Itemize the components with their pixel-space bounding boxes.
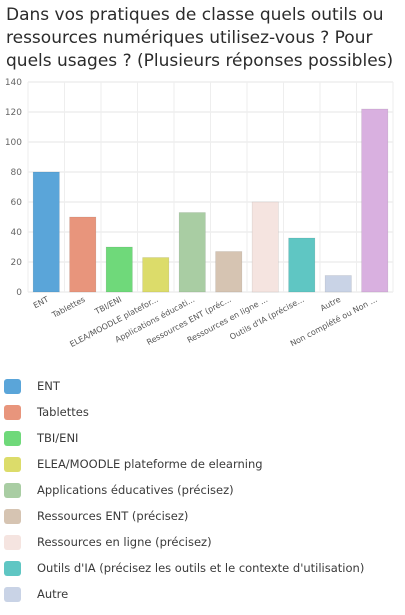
y-tick-label: 140 xyxy=(5,78,22,88)
bar xyxy=(288,237,316,293)
legend-swatch xyxy=(4,483,21,498)
legend-label: Autre xyxy=(37,587,69,601)
legend-swatch xyxy=(4,405,21,420)
legend-label: TBI/ENI xyxy=(37,431,79,445)
y-tick-label: 80 xyxy=(11,168,23,178)
bar xyxy=(178,212,206,293)
legend-label: Applications éducatives (précisez) xyxy=(37,483,234,497)
y-tick-label: 120 xyxy=(5,108,22,118)
legend-item[interactable]: TBI/ENI xyxy=(0,428,405,454)
legend-label: Tablettes xyxy=(37,405,89,419)
legend-item[interactable]: Ressources ENT (précisez) xyxy=(0,506,405,532)
x-tick-label: Tablettes xyxy=(50,295,87,320)
legend-swatch xyxy=(4,535,21,550)
legend-swatch xyxy=(4,587,21,602)
bar xyxy=(361,108,389,293)
legend-swatch xyxy=(4,561,21,576)
y-tick-label: 100 xyxy=(5,138,22,148)
chart-title: Dans vos pratiques de classe quels outil… xyxy=(6,5,394,71)
legend-item[interactable]: Applications éducatives (précisez) xyxy=(0,480,405,506)
legend-swatch xyxy=(4,379,21,394)
bar xyxy=(105,246,133,293)
x-tick-label: ENT xyxy=(32,295,50,310)
bar xyxy=(251,201,279,293)
legend-swatch xyxy=(4,509,21,524)
legend-label: Outils d'IA (précisez les outils et le c… xyxy=(37,561,365,575)
bar xyxy=(215,251,243,293)
bar xyxy=(324,275,352,293)
x-tick-label: Autre xyxy=(319,295,342,313)
legend-label: ENT xyxy=(37,379,60,393)
legend-item[interactable]: Autre xyxy=(0,584,405,610)
legend-item[interactable]: Tablettes xyxy=(0,402,405,428)
y-tick-label: 20 xyxy=(11,258,23,268)
y-tick-label: 60 xyxy=(11,198,23,208)
bar xyxy=(69,216,97,293)
legend: ENT Tablettes TBI/ENI ELEA/MOODLE plateform… xyxy=(0,376,405,610)
legend-item[interactable]: ELEA/MOODLE plateforme de elearning xyxy=(0,454,405,480)
legend-label: Ressources ENT (précisez) xyxy=(37,509,189,523)
legend-item[interactable]: Ressources en ligne (précisez) xyxy=(0,532,405,558)
legend-item[interactable]: ENT xyxy=(0,376,405,402)
legend-swatch xyxy=(4,431,21,446)
bar xyxy=(32,171,60,293)
legend-label: Ressources en ligne (précisez) xyxy=(37,535,212,549)
legend-item[interactable]: Outils d'IA (précisez les outils et le c… xyxy=(0,558,405,584)
legend-swatch xyxy=(4,457,21,472)
y-tick-label: 0 xyxy=(16,288,22,298)
y-tick-label: 40 xyxy=(11,228,23,238)
bar xyxy=(142,257,170,293)
legend-label: ELEA/MOODLE plateforme de elearning xyxy=(37,457,263,471)
